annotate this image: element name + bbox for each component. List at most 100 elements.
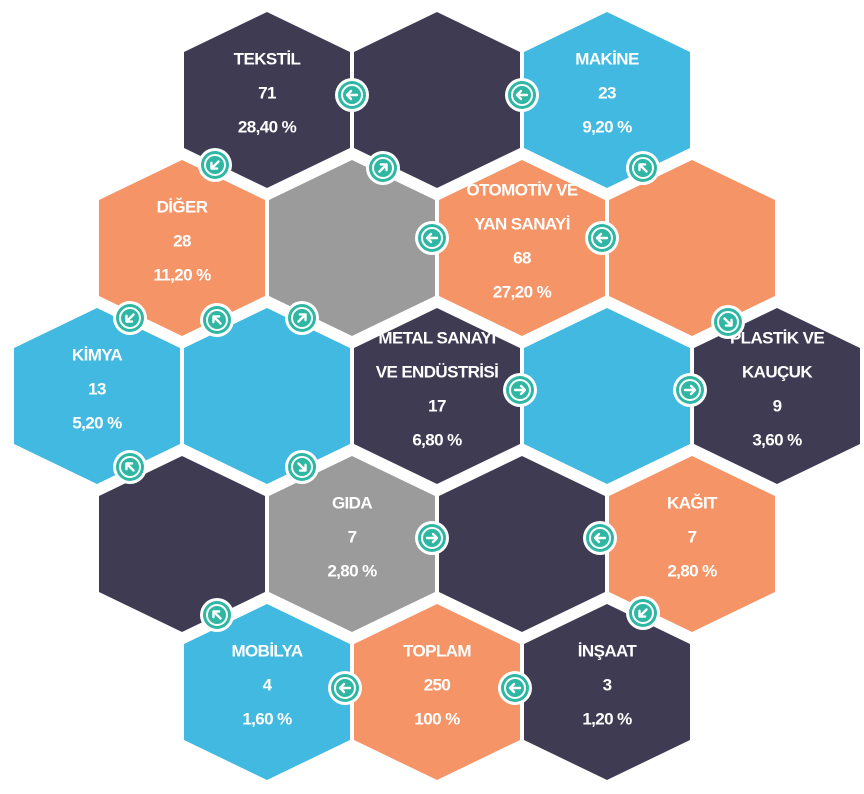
badge-inner [421, 527, 443, 549]
node-text: 3 [603, 675, 612, 694]
arrow [378, 163, 388, 173]
node-text: YAN SANAYİ [474, 214, 570, 233]
arrow [297, 313, 307, 323]
hexagon [184, 604, 350, 780]
arrow-badge [285, 301, 319, 335]
hex-node: MAKİNE 23 9,20 % [524, 12, 690, 188]
badge-inner [206, 309, 228, 331]
arrow-badge [366, 151, 400, 185]
node-text: DİĞER [157, 197, 208, 216]
hexagon [524, 12, 690, 188]
arrow-badge [626, 151, 660, 185]
hex-node: KİMYA 13 5,20 % [14, 308, 180, 484]
badge-inner [511, 84, 533, 106]
node-text: KAUÇUK [742, 362, 813, 381]
hex-node: KAĞIT 7 2,80 % [609, 456, 775, 632]
node-text: 100 % [414, 709, 460, 728]
badge-inner [204, 154, 226, 176]
hex-node: PLASTİK VE KAUÇUK 9 3,60 % [694, 308, 860, 484]
arrow [210, 160, 220, 170]
arrow-badge [335, 78, 369, 112]
node-text: MAKİNE [575, 49, 639, 68]
node-text: 28,40 % [238, 117, 297, 136]
badge-inner [589, 527, 611, 549]
arrow [125, 313, 135, 323]
hexagon [524, 604, 690, 780]
badge-inner [717, 311, 739, 333]
node-text: 9 [773, 396, 782, 415]
node-text: 7 [688, 527, 697, 546]
node-text: 68 [513, 248, 531, 267]
arrow-badge [498, 671, 532, 705]
node-text: 7 [348, 527, 357, 546]
arrow [212, 610, 222, 620]
hexagon [439, 160, 605, 336]
badge-inner [119, 456, 141, 478]
arrow-badge [198, 148, 232, 182]
badge-inner [632, 602, 654, 624]
arrow [345, 89, 359, 101]
arrow-badge [626, 596, 660, 630]
node-text: 71 [258, 83, 276, 102]
node-text: KİMYA [72, 345, 123, 364]
arrow-badge [285, 450, 319, 484]
arrow-badge [583, 521, 617, 555]
node-text: 1,20 % [582, 709, 632, 728]
node-text: VE ENDÜSTRİSİ [376, 362, 499, 381]
hexagon [694, 308, 860, 484]
node-text: OTOMOTİV VE [466, 180, 577, 199]
hexagon [354, 308, 520, 484]
badge-inner [291, 456, 313, 478]
hexagon [99, 160, 265, 336]
node-text: 250 [424, 675, 451, 694]
node-text: 23 [598, 83, 616, 102]
arrow-badge [113, 450, 147, 484]
arrow [638, 163, 648, 173]
arrow [638, 608, 648, 618]
arrow [425, 232, 439, 244]
hexagon [269, 456, 435, 632]
arrow-badge [585, 221, 619, 255]
arrow-badge [415, 521, 449, 555]
hexagon [439, 456, 605, 632]
badge-inner [334, 677, 356, 699]
hex-node: TOPLAM 250 100 % [354, 604, 520, 780]
hexagon [609, 456, 775, 632]
node-text: PLASTİK VE [730, 328, 824, 347]
arrow-badge [200, 598, 234, 632]
arrow [683, 384, 697, 396]
hex-node: DİĞER 28 11,20 % [99, 160, 265, 336]
badge-inner [291, 307, 313, 329]
node-text: 1,60 % [242, 709, 292, 728]
hexagon [14, 308, 180, 484]
badge-inner [591, 227, 613, 249]
hexagon [184, 308, 350, 484]
hex-node: GIDA 7 2,80 % [269, 456, 435, 632]
arrow [595, 232, 609, 244]
node-text: METAL SANAYİ [378, 328, 495, 347]
hex-node: METAL SANAYİ VE ENDÜSTRİSİ 17 6,80 % [354, 308, 520, 484]
badge-inner [421, 227, 443, 249]
badge-inner [206, 604, 228, 626]
hexagon [99, 456, 265, 632]
node-text: 4 [263, 675, 273, 694]
node-text: TOPLAM [403, 641, 471, 660]
badge-inner [509, 379, 531, 401]
hex-node: TEKSTİL 71 28,40 % [184, 12, 350, 188]
badge-inner [341, 84, 363, 106]
arrow-badge [415, 221, 449, 255]
node-text: 11,20 % [153, 265, 211, 284]
node-text: 5,20 % [72, 413, 122, 432]
node-text: 17 [428, 396, 446, 415]
node-text: 27,20 % [493, 282, 552, 301]
hexagon [269, 160, 435, 336]
arrow-badge [711, 305, 745, 339]
node-text: 13 [88, 379, 106, 398]
arrow [593, 532, 607, 544]
node-text: 28 [173, 231, 191, 250]
arrow [723, 317, 733, 327]
node-text: İNŞAAT [578, 641, 638, 660]
hexagon [354, 12, 520, 188]
node-text: 3,60 % [752, 430, 802, 449]
